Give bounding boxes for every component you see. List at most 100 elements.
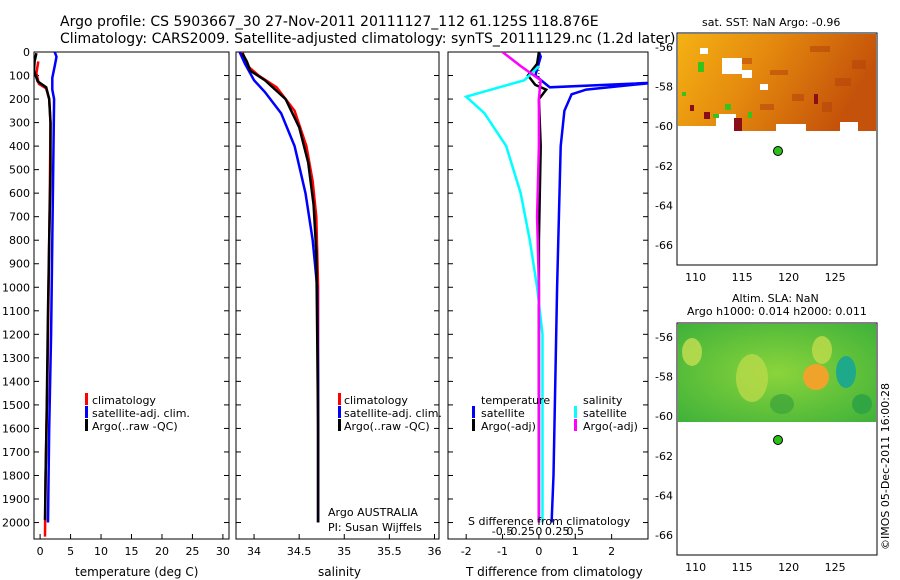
sla-blobs — [682, 336, 872, 414]
y-tick-label: 1000 — [2, 281, 30, 294]
legend-swatch-sal-satellite — [574, 406, 577, 418]
map-x-tick-label: 120 — [778, 561, 799, 574]
legend-label-sal-satellite: satellite — [583, 407, 627, 420]
map-y-tick-label: -66 — [655, 529, 673, 542]
header-line2: Climatology: CARS2009. Satellite-adjuste… — [60, 31, 675, 47]
salinity-axis-label: salinity — [318, 565, 361, 579]
legend-swatch-climatology — [85, 393, 88, 405]
legend-label-satellite: satellite-adj. clim. — [344, 407, 442, 420]
legend-swatch-argo — [85, 419, 88, 431]
y-tick-label: 700 — [9, 211, 30, 224]
map-y-tick-label: -64 — [655, 200, 673, 213]
salinity-panel-frame — [235, 51, 440, 540]
sst-green-pixels — [682, 62, 752, 118]
map-x-tick-label: 115 — [732, 561, 753, 574]
x-tick-label: 35 — [337, 545, 351, 558]
y-tick-label: 1200 — [2, 328, 30, 341]
sst-map — [676, 32, 878, 266]
map-x-tick-label: 125 — [825, 561, 846, 574]
imos-credit: ©IMOS 05-Dec-2011 16:00:28 — [879, 383, 892, 550]
y-tick-label: 1100 — [2, 305, 30, 318]
difference-panel-frame — [447, 51, 649, 540]
map-y-tick-label: -62 — [655, 160, 673, 173]
temperature-axis-label: temperature (deg C) — [75, 565, 198, 579]
map-y-tick-label: -60 — [655, 410, 673, 423]
legend-swatch-temp-satellite — [472, 406, 475, 418]
sst-argo-marker — [773, 146, 783, 156]
top-tick-label: -0.5 — [492, 525, 513, 538]
legend-label-argo: Argo(..raw -QC) — [344, 420, 430, 433]
map-y-tick-label: -62 — [655, 450, 673, 463]
sla-map-title: Altim. SLA: NaN — [732, 292, 819, 305]
y-tick-label: 800 — [9, 234, 30, 247]
map-x-tick-label: 120 — [778, 271, 799, 284]
top-tick-label: 0 — [535, 525, 542, 538]
y-tick-label: 400 — [9, 140, 30, 153]
legend-swatch-sal-argo — [574, 419, 577, 431]
y-tick-label: 1600 — [2, 422, 30, 435]
series-line-satellite-adj-clim- — [46, 52, 58, 523]
legend-swatch-climatology — [338, 393, 341, 405]
sst-map-title: sat. SST: NaN Argo: -0.96 — [702, 16, 840, 29]
x-tick-label: 35.5 — [377, 545, 402, 558]
legend-label-climatology: climatology — [92, 394, 156, 407]
legend-label-temp-argo: Argo(-adj) — [481, 420, 536, 433]
argo-program-label: Argo AUSTRALIA — [328, 506, 418, 519]
x-tick-label: 0 — [37, 545, 44, 558]
legend-label-sal-argo: Argo(-adj) — [583, 420, 638, 433]
x-tick-label: -2 — [461, 545, 472, 558]
x-tick-label: 10 — [94, 545, 108, 558]
sla-map — [676, 322, 878, 556]
map-y-tick-label: -60 — [655, 120, 673, 133]
sst-land-patches — [700, 48, 768, 90]
map-y-tick-label: -58 — [655, 371, 673, 384]
legend-label-satellite: satellite-adj. clim. — [92, 407, 190, 420]
legend-swatch-temp-argo — [472, 419, 475, 431]
y-tick-label: 1900 — [2, 493, 30, 506]
map-y-tick-label: -66 — [655, 239, 673, 252]
t-difference-axis-label: T difference from climatology — [465, 565, 643, 579]
x-tick-label: -1 — [497, 545, 508, 558]
sla-argo-marker — [773, 435, 783, 445]
map-y-tick-label: -58 — [655, 81, 673, 94]
x-tick-label: 36 — [427, 545, 441, 558]
y-tick-label: 1300 — [2, 352, 30, 365]
y-tick-label: 0 — [23, 46, 30, 59]
y-tick-label: 200 — [9, 93, 30, 106]
difference-legend: temperature satellite Argo(-adj) salinit… — [472, 394, 638, 433]
y-tick-label: 1800 — [2, 469, 30, 482]
map-x-tick-label: 125 — [825, 271, 846, 284]
sla-map-subtitle: Argo h1000: 0.014 h2000: 0.011 — [687, 305, 867, 318]
y-tick-label: 100 — [9, 70, 30, 83]
salinity-legend: climatology satellite-adj. clim. Argo(..… — [338, 393, 442, 433]
x-tick-label: 1 — [572, 545, 579, 558]
header-line1: Argo profile: CS 5903667_30 27-Nov-2011 … — [60, 14, 599, 30]
legend-swatch-satellite — [85, 406, 88, 418]
y-tick-label: 300 — [9, 117, 30, 130]
x-tick-label: 0 — [535, 545, 542, 558]
series-line-argo-raw-qc- — [241, 52, 320, 523]
map-x-tick-label: 110 — [685, 271, 706, 284]
legend-header-salinity: salinity — [583, 394, 623, 407]
y-tick-label: 1700 — [2, 446, 30, 459]
top-tick-label: 0.25 — [545, 525, 570, 538]
legend-label-argo: Argo(..raw -QC) — [92, 420, 178, 433]
legend-label-climatology: climatology — [344, 394, 408, 407]
legend-header-temperature: temperature — [481, 394, 550, 407]
x-tick-label: 34.5 — [287, 545, 312, 558]
y-tick-label: 500 — [9, 164, 30, 177]
legend-swatch-argo — [338, 419, 341, 431]
y-tick-label: 1400 — [2, 375, 30, 388]
y-tick-label: 600 — [9, 187, 30, 200]
x-tick-label: 30 — [216, 545, 230, 558]
y-tick-label: 1500 — [2, 399, 30, 412]
pi-label: PI: Susan Wijffels — [328, 521, 422, 534]
map-x-tick-label: 115 — [732, 271, 753, 284]
x-tick-label: 20 — [155, 545, 169, 558]
series-line-climatology — [241, 52, 320, 523]
map-x-tick-label: 110 — [685, 561, 706, 574]
series-line-temperature-satellite — [533, 52, 648, 523]
temperature-legend: climatology satellite-adj. clim. Argo(..… — [85, 393, 190, 433]
series-line-salinity-argo-adj- — [501, 52, 543, 523]
